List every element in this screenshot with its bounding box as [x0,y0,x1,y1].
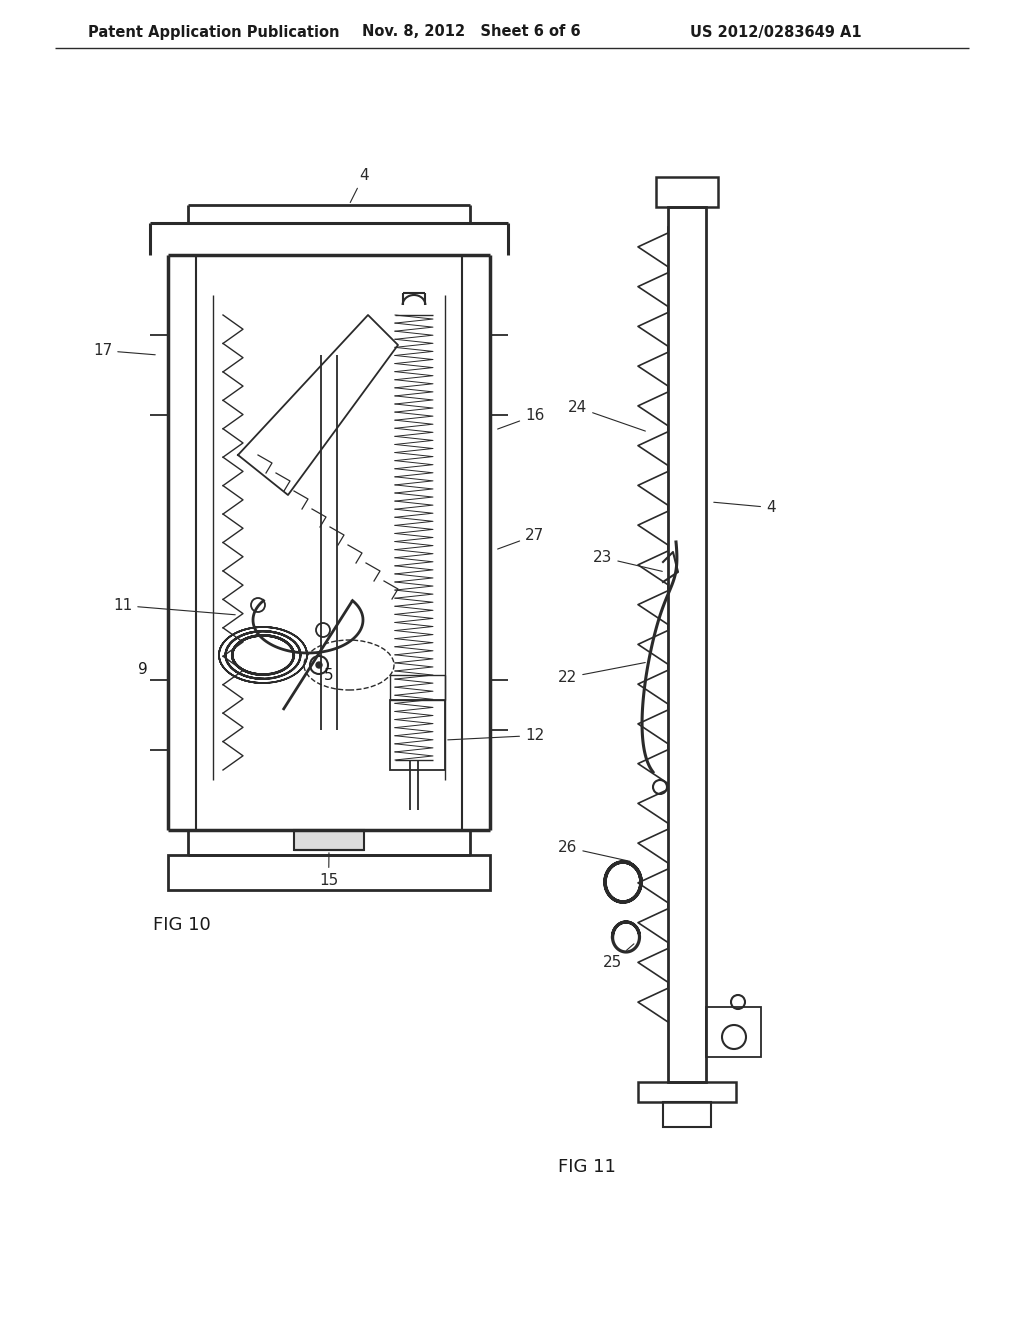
Text: Patent Application Publication: Patent Application Publication [88,25,340,40]
Text: Nov. 8, 2012   Sheet 6 of 6: Nov. 8, 2012 Sheet 6 of 6 [362,25,581,40]
Bar [390,700,445,770]
Bar [294,830,364,850]
Bar [663,1102,711,1127]
Text: 23: 23 [593,550,663,572]
Text: 27: 27 [498,528,544,549]
Text: 24: 24 [568,400,645,432]
Bar [638,1082,736,1102]
Text: 15: 15 [319,853,338,888]
Bar [668,207,706,1082]
Text: 9: 9 [138,663,147,677]
Bar [168,855,490,890]
Text: US 2012/0283649 A1: US 2012/0283649 A1 [690,25,861,40]
Text: 22: 22 [558,663,645,685]
Bar [390,675,445,700]
Text: 4: 4 [350,168,369,202]
Text: 17: 17 [93,343,156,358]
Text: 4: 4 [714,500,775,515]
Text: 26: 26 [558,840,631,862]
Text: 11: 11 [113,598,236,615]
Text: 25: 25 [603,944,634,970]
Circle shape [316,663,322,668]
Text: 12: 12 [447,729,544,743]
Text: 5: 5 [324,668,334,682]
Text: 16: 16 [498,408,545,429]
Bar [656,177,718,207]
Text: FIG 10: FIG 10 [153,916,211,935]
Bar [706,1007,761,1057]
Text: FIG 11: FIG 11 [558,1158,615,1176]
